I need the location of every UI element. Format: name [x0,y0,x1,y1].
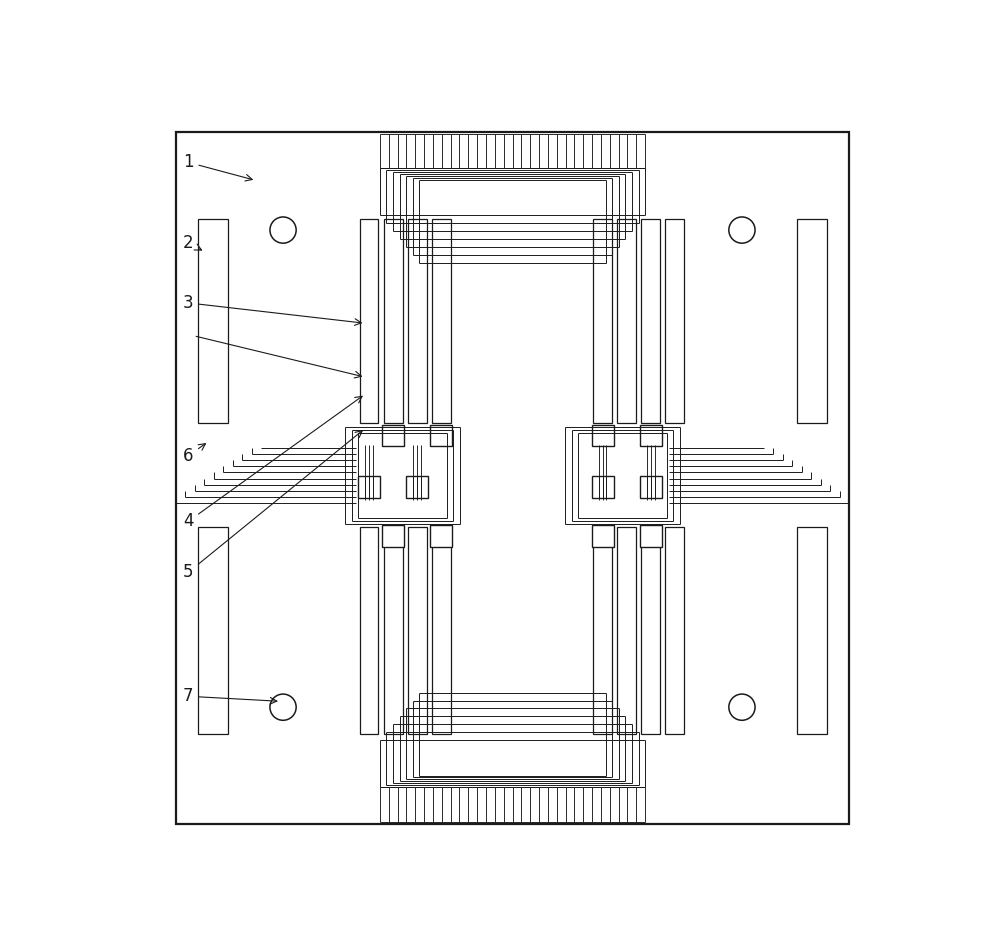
Text: 4: 4 [183,396,362,531]
Bar [593,527,612,734]
Bar [198,527,228,734]
Text: 3: 3 [183,294,361,325]
Bar [617,527,636,734]
Bar [382,425,404,447]
Bar [592,525,614,547]
Text: 1: 1 [183,153,252,181]
Bar [360,219,378,423]
Bar [665,219,684,423]
Text: 6: 6 [183,444,205,464]
Bar [430,525,452,547]
Bar [384,219,403,423]
Bar [432,219,451,423]
Text: 7: 7 [183,687,277,706]
Bar [641,527,660,734]
Bar [617,219,636,423]
Bar [408,219,427,423]
Bar [382,525,404,547]
Bar [198,219,228,423]
Bar [384,527,403,734]
Bar [797,527,827,734]
Bar [360,527,378,734]
Bar [406,476,428,499]
Bar [593,219,612,423]
Text: 5: 5 [183,430,362,582]
Bar [641,219,660,423]
Bar [797,219,827,423]
Bar [640,476,662,499]
Bar [640,525,662,547]
Bar [408,527,427,734]
Bar [430,425,452,447]
Bar [665,527,684,734]
Bar [640,425,662,447]
Bar [592,425,614,447]
Bar [592,476,614,499]
Bar [358,476,380,499]
Text: 2: 2 [183,235,202,253]
Bar [432,527,451,734]
